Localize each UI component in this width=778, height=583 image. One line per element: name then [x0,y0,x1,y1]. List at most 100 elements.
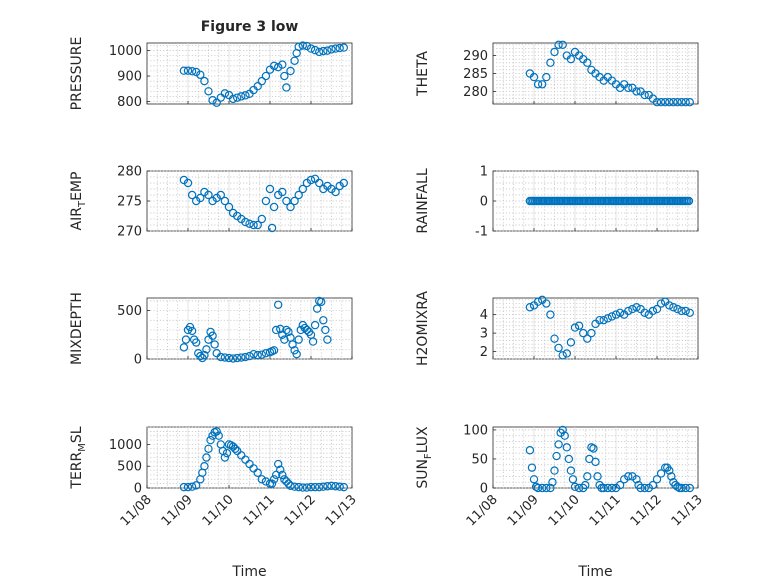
y-tick-label: 900 [117,70,142,85]
data-point [562,443,572,452]
minor-grid [147,43,352,104]
data-point [269,346,279,355]
data-point [222,448,232,458]
data-point [550,334,559,343]
data-point [308,337,318,346]
y-tick-label: 0 [480,195,488,210]
data-point [253,350,262,360]
data-point [245,351,254,361]
data-point [206,435,215,445]
data-point [589,444,598,453]
data-point [202,453,211,462]
x-tick-label: 11/08 [464,492,501,529]
y-axis-label: THETA [415,51,431,97]
data-point [315,178,324,188]
data-point [319,482,328,491]
data-point [533,297,543,306]
series-markers [525,295,695,360]
x-tick-label: 11/09 [505,492,542,529]
data-point [216,190,225,200]
data-point [607,312,617,321]
subplot-theta: 280 285 290 THETA [415,40,699,107]
data-point [191,481,201,490]
data-point [624,83,633,93]
data-point [331,482,340,491]
data-point [230,444,240,453]
data-point [294,482,303,492]
data-point [566,338,576,347]
data-point [284,327,293,337]
data-point [271,470,281,480]
x-tick-label: 11/11 [241,492,278,529]
series-markers [179,427,348,492]
subplot-sun-flux: 0 50 100 11/08 11/09 11/10 11/11 11/12 11/13 Time… [415,423,706,580]
data-point [525,446,535,455]
data-point [288,340,297,349]
y-tick-label: 0 [134,353,142,368]
data-point [624,306,633,316]
subplot-pressure: 800 900 1000 PRESSURE [69,37,353,111]
y-tick-label: 800 [117,95,142,110]
data-point [685,98,695,107]
data-point [302,325,312,335]
data-point [282,325,291,335]
data-point [253,468,262,477]
minor-grid [493,427,698,489]
data-point [628,304,637,314]
data-point [615,308,625,317]
data-point [564,454,574,464]
data-point [529,475,539,484]
data-point [296,325,305,335]
subplot-rainfall: -1 0 1 RAINFALL [415,165,699,240]
data-point [636,483,645,493]
data-point [554,40,563,49]
data-point [525,303,535,312]
series-markers [525,196,694,206]
data-point [302,483,312,492]
subplot-h2omixra: 2 3 4 H2OMIXRA [415,291,699,366]
subplot-terr-msl: 0 500 1000 11/08 11/09 11/10 11/11 11/12 11/13 Ti… [69,426,360,580]
data-point [652,475,662,484]
data-point [583,58,592,67]
data-point [546,483,555,493]
x-axis-label: Time [577,564,612,580]
data-point [196,70,205,79]
x-tick-label: 11/13 [669,492,706,529]
data-point [212,427,221,436]
data-point [331,187,340,197]
data-point [558,40,567,49]
data-point [179,66,189,75]
data-point [208,95,217,105]
figure-title: Figure 3 low [201,19,299,35]
x-tick-label: 11/08 [118,492,155,529]
data-point [204,87,213,96]
data-point [648,480,658,490]
data-point [319,46,328,56]
data-point [566,466,576,475]
y-tick-label: 500 [117,304,142,319]
data-point [220,89,230,98]
data-point [599,315,608,325]
data-point [327,481,336,491]
data-point [552,451,561,461]
data-point [656,299,666,308]
data-point [241,217,250,227]
data-point [640,483,649,493]
data-point [204,444,213,453]
y-axis-label: PRESSURE [69,37,85,111]
data-point [529,72,539,82]
data-point [200,76,209,86]
data-point [257,214,266,224]
y-tick-label: 275 [117,195,142,210]
x-tick-label: 11/12 [628,492,665,529]
data-point [669,98,678,107]
minor-grid [147,170,352,232]
data-point [269,475,279,484]
y-tick-label: 0 [134,482,142,497]
data-point [323,46,332,55]
data-point [292,349,301,359]
data-point [302,41,312,51]
data-point [632,303,641,312]
y-tick-label: 280 [463,85,488,100]
